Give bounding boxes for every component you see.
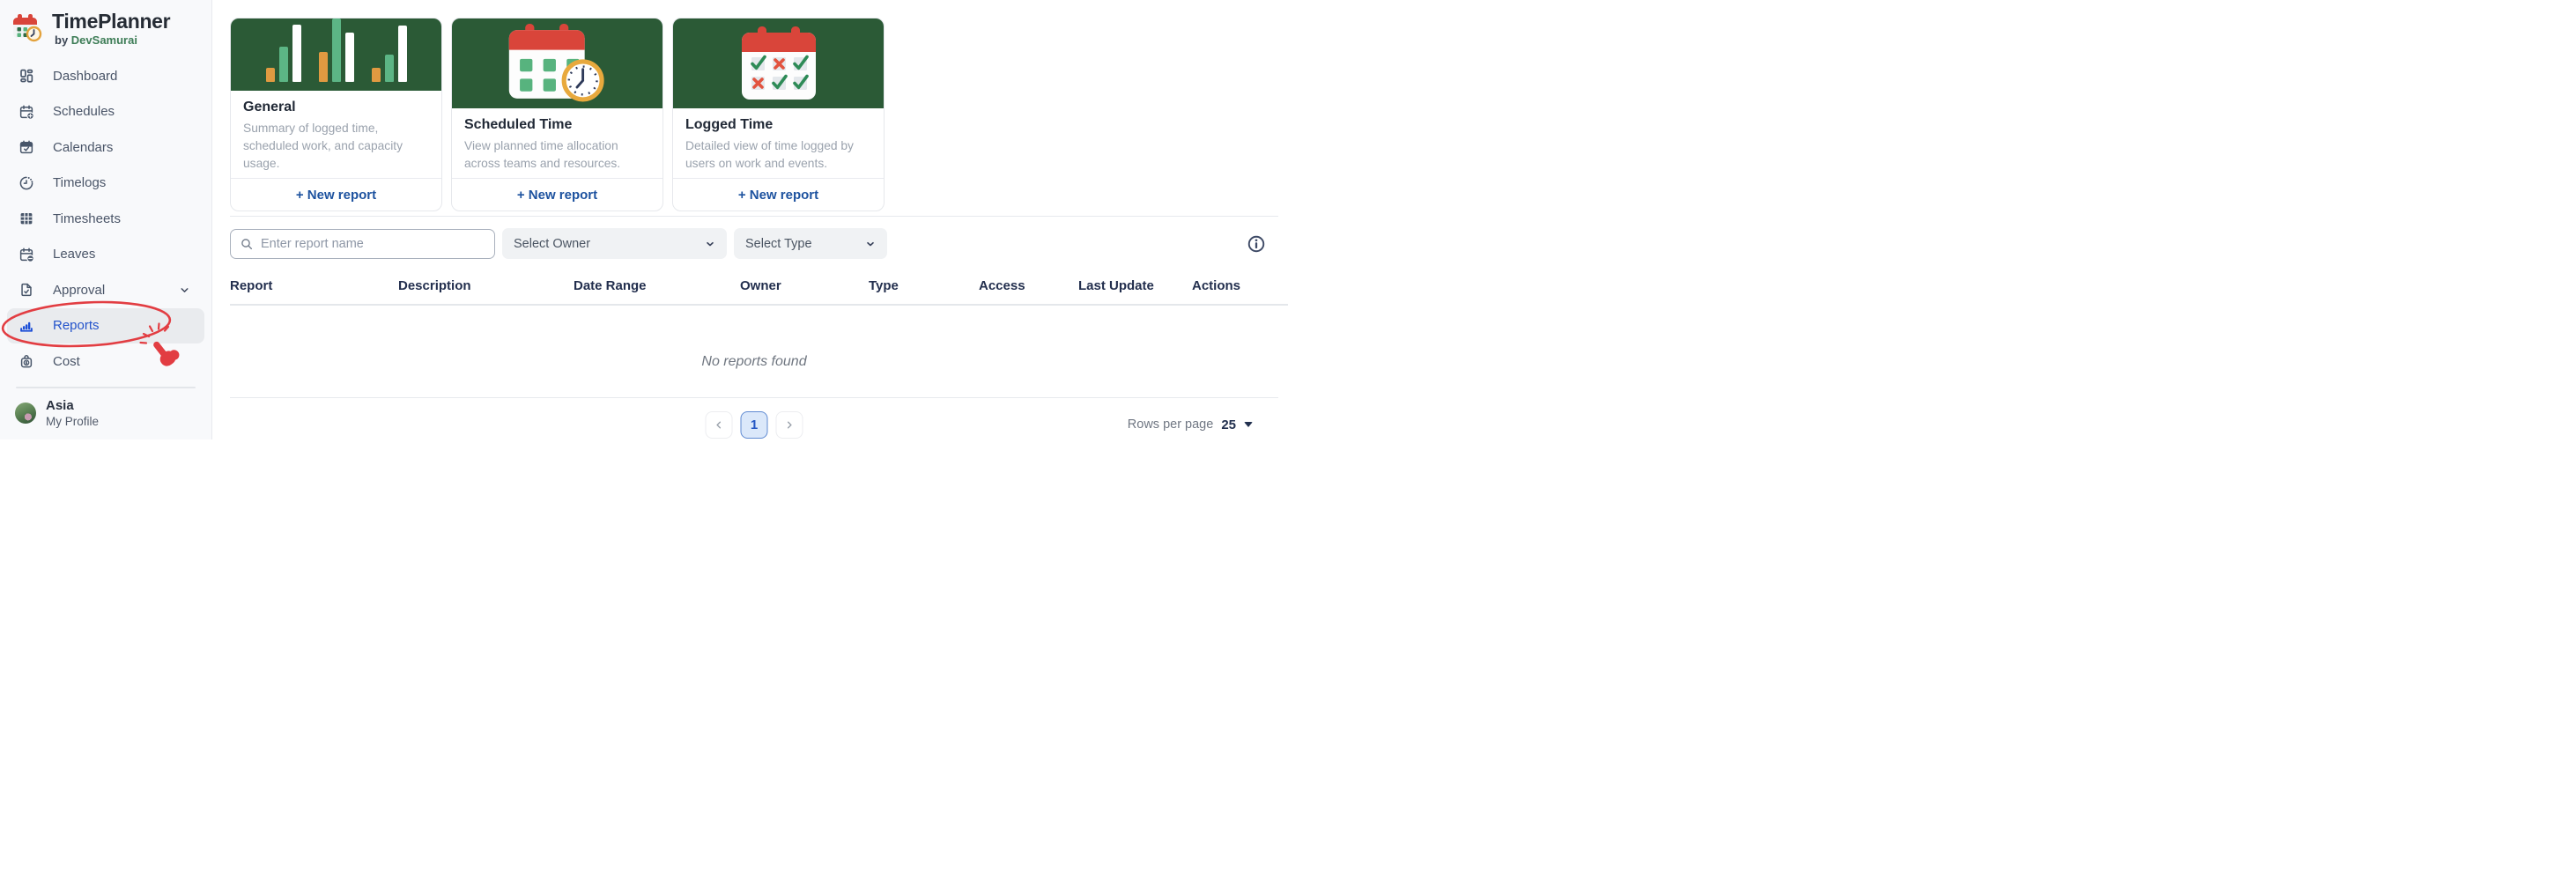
section-divider — [230, 216, 1278, 217]
new-report-button[interactable]: + New report — [231, 178, 441, 211]
sidebar-item-label: Timesheets — [53, 211, 121, 226]
sidebar-item-schedules[interactable]: Schedules — [7, 94, 204, 130]
sidebar-item-label: Calendars — [53, 139, 114, 155]
sidebar-footer: Asia My Profile — [0, 386, 211, 440]
calendar-check-icon — [19, 139, 34, 155]
calendar-checks-marks — [750, 55, 809, 90]
sidebar-divider — [16, 386, 196, 388]
profile-menu[interactable]: Asia My Profile — [0, 388, 211, 440]
sidebar-item-leaves[interactable]: Leaves — [7, 237, 204, 273]
table-grid-icon — [19, 211, 34, 226]
column-header-access: Access — [979, 278, 1025, 293]
filter-bar: Select Owner Select Type — [230, 228, 1278, 259]
sidebar-item-approval[interactable]: Approval — [7, 272, 204, 308]
calendar-plus-icon — [19, 104, 34, 120]
empty-state-message: No reports found — [701, 354, 807, 369]
caret-down-icon — [1244, 422, 1253, 427]
avatar — [15, 402, 36, 424]
card-description: Summary of logged time, scheduled work, … — [243, 122, 403, 170]
previous-page-button[interactable] — [705, 410, 733, 439]
app-logo: TimePlanner by DevSamurai — [0, 0, 211, 58]
owner-select[interactable]: Select Owner — [502, 228, 727, 259]
sidebar-item-label: Approval — [53, 282, 106, 298]
chevron-down-icon — [865, 239, 876, 249]
bar-chart-icon — [19, 318, 34, 334]
clock-history-icon — [19, 175, 34, 191]
sidebar-item-label: Leaves — [53, 247, 96, 262]
app-byline: by DevSamurai — [55, 33, 137, 48]
bar-chart-illustration — [265, 18, 407, 91]
card-title: Logged Time — [685, 117, 774, 132]
type-select[interactable]: Select Type — [734, 228, 887, 259]
report-card-logged-time: Logged Time Detailed view of time logged… — [672, 18, 885, 211]
column-header-description: Description — [398, 278, 471, 293]
sidebar-item-calendars[interactable]: Calendars — [7, 129, 204, 166]
column-header-last-update: Last Update — [1078, 278, 1154, 293]
report-template-cards: General Summary of logged time, schedule… — [212, 0, 1288, 211]
new-report-button[interactable]: + New report — [673, 178, 884, 211]
sidebar-item-label: Timelogs — [53, 175, 107, 191]
sidebar-item-timesheets[interactable]: Timesheets — [7, 201, 204, 237]
new-report-button[interactable]: + New report — [452, 178, 663, 211]
chevron-down-icon — [179, 284, 190, 296]
chevron-down-icon — [705, 239, 715, 249]
column-header-type: Type — [869, 278, 899, 293]
app-title: TimePlanner — [52, 10, 171, 33]
timeplanner-app: TimePlanner by DevSamurai Dashboard — [0, 0, 1288, 440]
sidebar-item-label: Schedules — [53, 104, 115, 120]
bar-chart-illustration-header — [231, 18, 441, 91]
card-description: Detailed view of time logged by users on… — [685, 139, 854, 170]
sidebar-item-dashboard[interactable]: Dashboard — [7, 58, 204, 94]
page-number-button[interactable]: 1 — [740, 410, 768, 439]
card-description: View planned time allocation across team… — [464, 139, 621, 170]
sidebar-item-timelogs[interactable]: Timelogs — [7, 166, 204, 202]
sidebar-item-cost[interactable]: Cost — [7, 343, 204, 380]
profile-subtitle: My Profile — [46, 415, 100, 428]
money-bag-icon — [19, 353, 34, 369]
owner-select-label: Select Owner — [514, 236, 591, 251]
report-card-general: General Summary of logged time, schedule… — [230, 18, 442, 211]
pagination-bar: 1 Rows per page 25 — [230, 410, 1278, 439]
search-input[interactable] — [261, 236, 485, 251]
document-check-icon — [19, 282, 34, 298]
rows-per-page: Rows per page 25 — [1128, 417, 1278, 432]
type-select-label: Select Type — [745, 236, 812, 251]
sidebar-item-label: Reports — [53, 318, 100, 334]
reports-table-header: Report Description Date Range Owner Type… — [230, 278, 1288, 306]
profile-name: Asia — [46, 397, 74, 413]
calendar-clock-illustration — [508, 24, 604, 102]
sidebar: TimePlanner by DevSamurai Dashboard — [0, 0, 212, 440]
calendar-minus-icon — [19, 247, 34, 262]
card-title: Scheduled Time — [464, 117, 573, 132]
info-icon[interactable] — [1247, 234, 1266, 254]
sidebar-item-reports[interactable]: Reports — [7, 307, 204, 343]
table-bottom-divider — [230, 397, 1278, 398]
column-header-owner: Owner — [740, 278, 781, 293]
card-title: General — [243, 100, 296, 114]
rows-per-page-value: 25 — [1221, 417, 1236, 432]
rows-per-page-label: Rows per page — [1127, 417, 1214, 432]
reports-page: General Summary of logged time, schedule… — [212, 0, 1288, 440]
sidebar-item-label: Cost — [53, 353, 80, 369]
report-card-scheduled-time: Scheduled Time View planned time allocat… — [451, 18, 663, 211]
column-header-report: Report — [230, 278, 273, 293]
calendar-clock-illustration-header — [452, 18, 663, 108]
sidebar-nav: Dashboard Schedules — [0, 58, 211, 380]
column-header-actions: Actions — [1192, 278, 1241, 293]
calendar-clock-logo-icon — [11, 11, 42, 58]
next-page-button[interactable] — [775, 410, 803, 439]
calendar-checks-illustration — [741, 26, 816, 100]
report-search — [230, 228, 495, 259]
search-icon — [240, 237, 254, 251]
dashboard-icon — [19, 68, 34, 84]
column-header-date-range: Date Range — [574, 278, 647, 293]
pagination: 1 — [705, 410, 803, 439]
calendar-checks-illustration-header — [673, 18, 884, 108]
brand-name: DevSamurai — [70, 33, 137, 48]
sidebar-item-label: Dashboard — [53, 68, 118, 84]
rows-per-page-select[interactable]: 25 — [1221, 417, 1253, 432]
